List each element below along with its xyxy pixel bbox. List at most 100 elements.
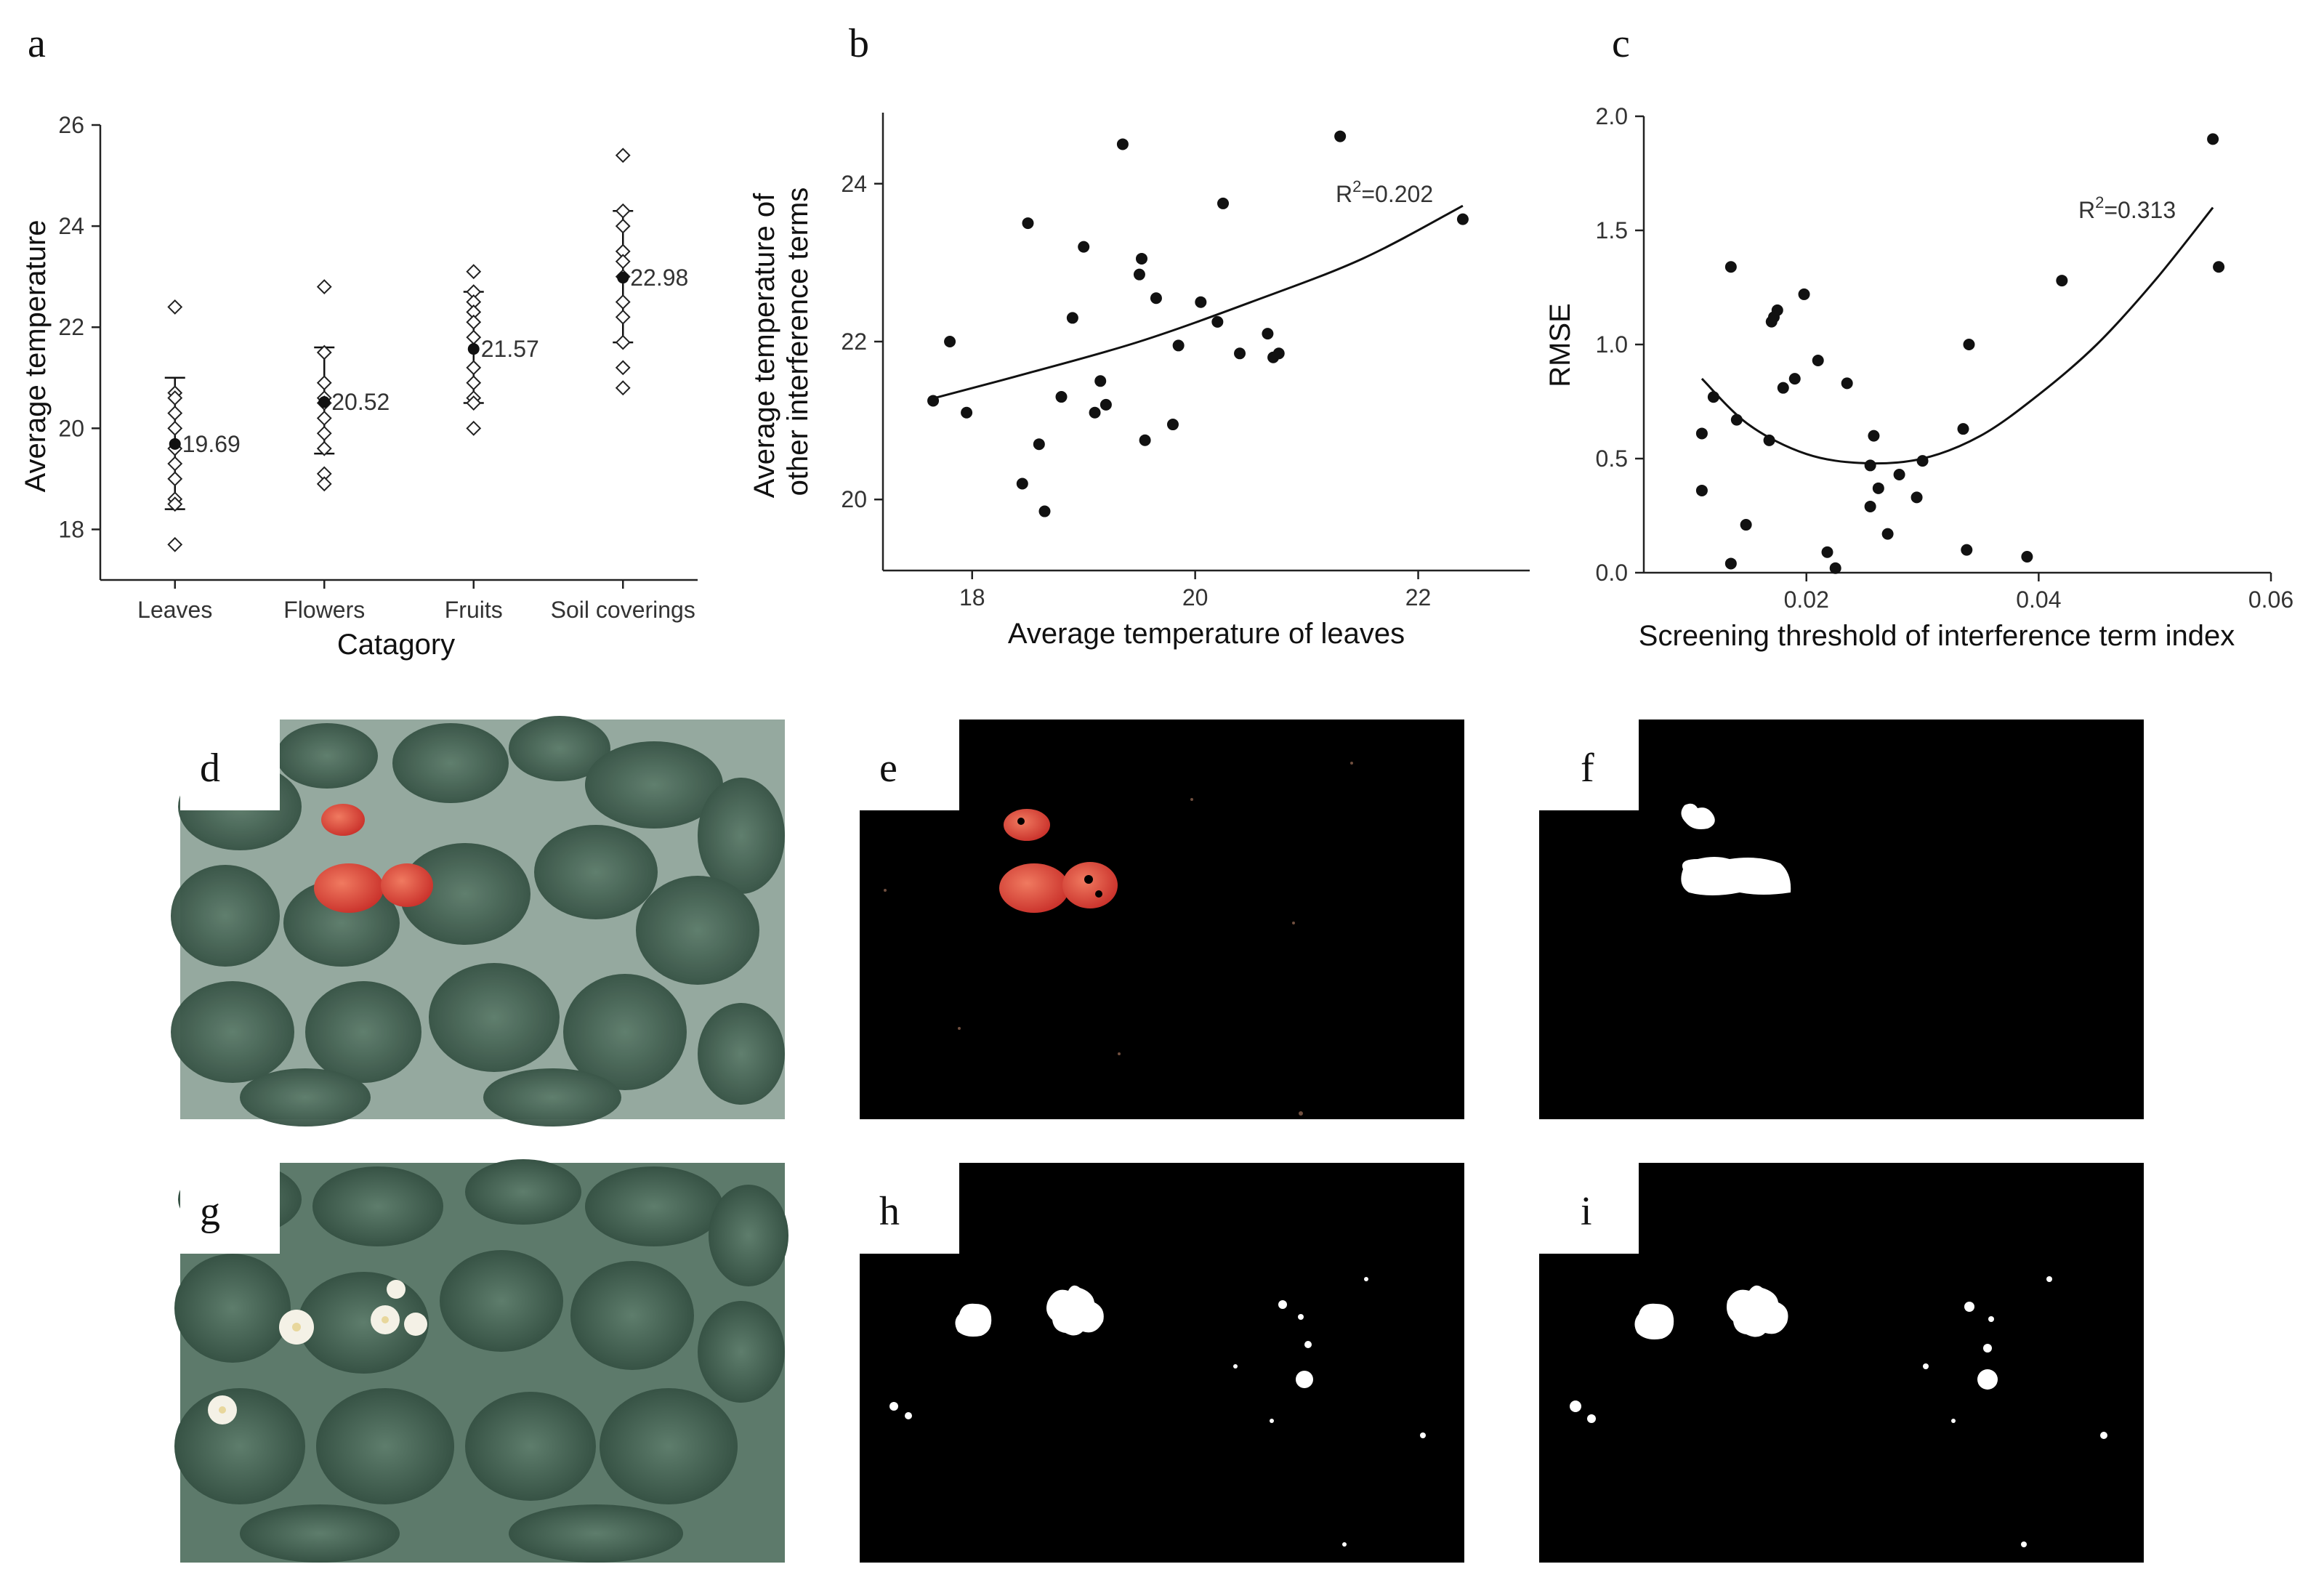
chart-b-y-label: Average temperature of other interferenc… [749,185,814,499]
chart-c-data-point [1864,500,1876,512]
chart-c-x-label: Screening threshold of interference term… [1639,620,2235,652]
chart-b-x-label: Average temperature of leaves [1008,618,1405,650]
chart-c-data-point [1841,377,1853,390]
chart-c-y-tick-label: 0.5 [1596,446,1628,472]
chart-a-data-point [615,148,631,164]
chart-c-data-point [1957,423,1969,435]
chart-b-data-point [944,336,956,347]
chart-c-data-point [1911,491,1923,504]
chart-b-data-point [1066,312,1078,324]
chart-c-x-tick-label: 0.04 [2016,587,2061,613]
chart-b-x-tick-label: 18 [959,584,985,610]
chart-b-data-point [1136,252,1147,265]
chart-a-data-point [316,425,332,441]
chart-a-x-tick-label: Flowers [283,597,365,623]
mask-panel-h-flower-segmentation: h [860,1163,1464,1563]
chart-a-data-point [615,334,631,350]
chart-b-y-tick-label: 22 [841,329,867,355]
chart-c-y-tick-label: 2.0 [1596,103,1628,129]
chart-c-data-point [1868,430,1880,442]
chart-a-data-point [466,420,482,436]
chart-a-x-tick-label: Fruits [445,597,503,623]
chart-a-data-point [615,218,631,234]
chart-c-data-point [1893,468,1905,480]
chart-a-data-point [316,440,332,456]
chart-b-data-point [1094,375,1107,387]
chart-c-data-point [1763,434,1775,446]
photo-panel-g-strawberry-flowers: g [174,1159,788,1563]
mask-panel-e-segmented-fruits: e [860,720,1464,1119]
chart-c-data-point [2021,551,2033,563]
chart-a-y-tick-label: 24 [58,213,84,239]
chart-b-data-point [1016,477,1028,490]
chart-a-x-tick-label: Soil coverings [551,597,695,623]
chart-c-data-point [1812,354,1824,366]
chart-a-mean-label: 21.57 [481,336,539,362]
chart-c-data-point [2056,275,2068,287]
chart-b-y-tick-label: 20 [841,486,867,512]
panel-label-g: g [200,1189,220,1234]
chart-a-data-point [316,344,332,360]
chart-c-data-point [1695,484,1708,496]
chart-a-mean-label: 20.52 [331,389,390,415]
chart-c-data-point [2207,133,2219,145]
chart-b-data-point [1166,419,1179,431]
chart-a-data-point [466,375,482,391]
chart-c-data-point [1961,544,1973,556]
chart-b-data-point [1033,438,1045,451]
chart-b-r-squared: R2=0.202 [1336,177,1433,207]
panel-label-e: e [879,746,897,791]
chart-a-data-point [167,536,183,552]
chart-a-data-point [316,375,332,391]
chart-c-data-point [1881,528,1894,540]
panel-label-h: h [879,1189,900,1234]
chart-c-y-tick-label: 1.0 [1596,331,1628,358]
chart-a-data-point [466,264,482,280]
chart-c-y-label: RMSE [1544,303,1576,387]
chart-b-data-point [961,406,973,419]
panel-label-i: i [1581,1189,1592,1234]
chart-a-data-point [167,390,183,406]
chart-c-data-point [2213,261,2225,273]
panel-label-b: b [849,21,869,66]
chart-a-data-point [167,456,183,472]
chart-b-data-point [1139,434,1151,446]
chart-c-data-point [1963,339,1975,350]
chart-a-y-tick-label: 26 [58,112,84,138]
chart-a-data-point [316,411,332,426]
chart-a-data-point [615,360,631,376]
chart-a-mean-marker [169,438,181,450]
chart-b-data-point [1022,217,1034,230]
chart-b-data-point [1262,328,1274,340]
chart-a-data-point [615,380,631,396]
chart-c-y-tick-label: 1.5 [1596,217,1628,243]
chart-a-data-point [316,476,332,492]
chart-b-fit-curve [932,204,1464,400]
chart-a-mean-marker [617,272,629,284]
chart-c-data-point [1829,562,1841,574]
chart-b-data-point [1100,398,1112,411]
chart-b-data-point [1217,197,1230,209]
chart-a-mean-label: 19.69 [182,431,241,457]
panel-label-a: a [28,21,46,66]
chart-a-data-point [466,360,482,376]
chart-c-data-point [1695,427,1708,440]
chart-a-mean-label: 22.98 [630,265,688,291]
chart-c-data-point [1798,288,1810,300]
chart-a-y-tick-label: 22 [58,314,84,340]
chart-b-data-point [1055,391,1068,403]
chart-a-data-point [615,254,631,270]
chart-b-data-point [1211,315,1224,328]
chart-b-leaf-vs-interference: 20 22 24 18 20 22 R2=0.202 Average temperatu… [749,113,1530,650]
chart-c-data-point [1724,261,1737,273]
chart-a-data-point [615,294,631,310]
chart-b-y-tick-label: 24 [841,171,867,197]
chart-b-data-point [1150,292,1162,305]
chart-c-data-point [1777,382,1789,394]
chart-b-data-point [1334,130,1347,142]
chart-a-data-point [167,496,183,512]
chart-a-y-label: Average temperature [20,219,52,492]
chart-b-data-point [1038,505,1051,517]
chart-b-data-point [1195,296,1207,308]
